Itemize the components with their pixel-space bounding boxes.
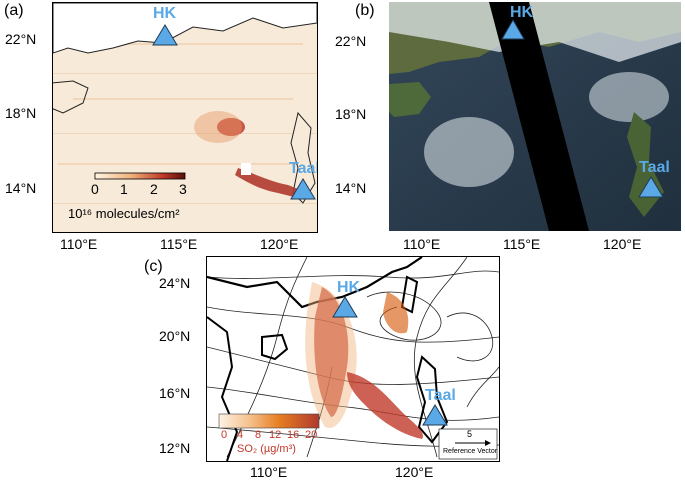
panel-a-lon-115: 115°E <box>160 236 198 252</box>
panel-c-lon-120: 120°E <box>395 464 434 480</box>
panel-b-true-color <box>389 2 681 231</box>
panel-c-cbar-tick-8: 8 <box>255 429 262 441</box>
panel-a-cbar-unit: 10¹⁶ molecules/cm² <box>68 206 180 221</box>
panel-b-lon-120: 120°E <box>603 236 642 252</box>
panel-c-plume-hk <box>314 287 349 417</box>
panel-c-hainan <box>261 333 289 361</box>
panel-c-hk-marker <box>332 296 358 318</box>
panel-a-hk-marker <box>152 24 178 46</box>
panel-c-luzon <box>415 355 449 444</box>
panel-c-streamline-map: 0 4 8 12 16 20 SO₂ (µg/m³) 5 Reference V… <box>206 256 500 462</box>
panel-b-swath-gap <box>489 2 589 231</box>
panel-c-cbar-tick-12: 12 <box>269 429 282 441</box>
panel-b-hk-label: HK <box>510 4 534 21</box>
panel-c-plume-north <box>383 292 409 334</box>
panel-c-lat-20: 20°N <box>159 328 191 344</box>
panel-a-luzon <box>290 111 316 204</box>
panel-c-lon-110: 110°E <box>250 464 288 480</box>
panel-b-lon-115: 115°E <box>503 236 541 252</box>
panel-b-cloud-field <box>424 117 514 187</box>
panel-b-cloud-east <box>589 72 669 122</box>
panel-b-hk-marker <box>501 19 525 40</box>
panel-c-ref-vector-label: Reference Vector <box>443 448 498 455</box>
panel-a-hainan <box>53 80 89 114</box>
panel-c-svg <box>207 257 499 461</box>
panel-a-cbar-tick-1: 1 <box>120 181 128 197</box>
panel-b-taal-marker <box>638 176 664 198</box>
panel-a-nodata-patch <box>241 163 251 175</box>
panel-c-taal-marker <box>422 404 448 426</box>
panel-a-hk-label: HK <box>153 5 177 22</box>
panel-a-plume-north-halo <box>194 111 242 143</box>
panel-a-lat-14: 14°N <box>5 180 37 196</box>
panel-a-plume-south <box>235 168 303 198</box>
panel-a-colorbar <box>94 172 186 180</box>
panel-b-label: (b) <box>355 2 375 19</box>
panel-a-so2-map <box>53 3 317 232</box>
panel-c-cbar-unit: SO₂ (µg/m³) <box>237 443 296 455</box>
panel-c-lat-16: 16°N <box>159 385 191 401</box>
panel-a-taal-marker <box>290 178 316 200</box>
panel-c-colorbar <box>218 413 320 429</box>
panel-a-lon-110: 110°E <box>60 236 98 252</box>
panel-c-ref-vector-value: 5 <box>467 429 473 439</box>
panel-b-satellite-image: HK Taal <box>389 2 681 231</box>
panel-c-taal-label: Taal <box>425 387 456 404</box>
panel-c-cbar-tick-16: 16 <box>287 429 300 441</box>
panel-c-plume-hk-halo <box>305 282 357 428</box>
panel-a-cbar-tick-2: 2 <box>150 181 158 197</box>
panel-a-taal-label: Taal <box>289 160 318 177</box>
panel-a-cbar-tick-0: 0 <box>91 181 99 197</box>
panel-c-ref-vector-head <box>485 440 491 446</box>
panel-c-lat-12: 12°N <box>159 440 191 456</box>
panel-c-cbar-tick-4: 4 <box>237 429 244 441</box>
panel-c-lat-24: 24°N <box>159 275 191 291</box>
panel-a-lat-22: 22°N <box>5 31 37 47</box>
panel-c-label: (c) <box>144 258 163 275</box>
panel-a-label: (a) <box>4 2 24 19</box>
panel-a-noise <box>53 43 317 204</box>
panel-c-taiwan <box>400 275 419 314</box>
panel-b-taal-label: Taal <box>639 159 670 176</box>
panel-b-lat-18: 18°N <box>335 106 367 122</box>
panel-c-hk-label: HK <box>337 279 361 296</box>
panel-c-indochina <box>207 316 239 461</box>
panel-a-plume-north <box>217 118 245 136</box>
panel-a-map: 0 1 2 3 10¹⁶ molecules/cm² HK Taal <box>52 2 318 233</box>
panel-a-lon-120: 120°E <box>260 236 299 252</box>
panel-a-lat-18: 18°N <box>5 105 37 121</box>
panel-b-hainan <box>389 82 431 117</box>
panel-a-china-coast <box>53 3 317 54</box>
panel-a-cbar-tick-3: 3 <box>179 181 187 197</box>
panel-b-lat-22: 22°N <box>335 33 367 49</box>
panel-c-plume-south <box>347 372 423 439</box>
panel-b-lat-14: 14°N <box>335 180 367 196</box>
panel-c-cbar-tick-20: 20 <box>305 429 318 441</box>
panel-c-cbar-tick-0: 0 <box>221 429 228 441</box>
panel-b-lon-110: 110°E <box>403 236 441 252</box>
